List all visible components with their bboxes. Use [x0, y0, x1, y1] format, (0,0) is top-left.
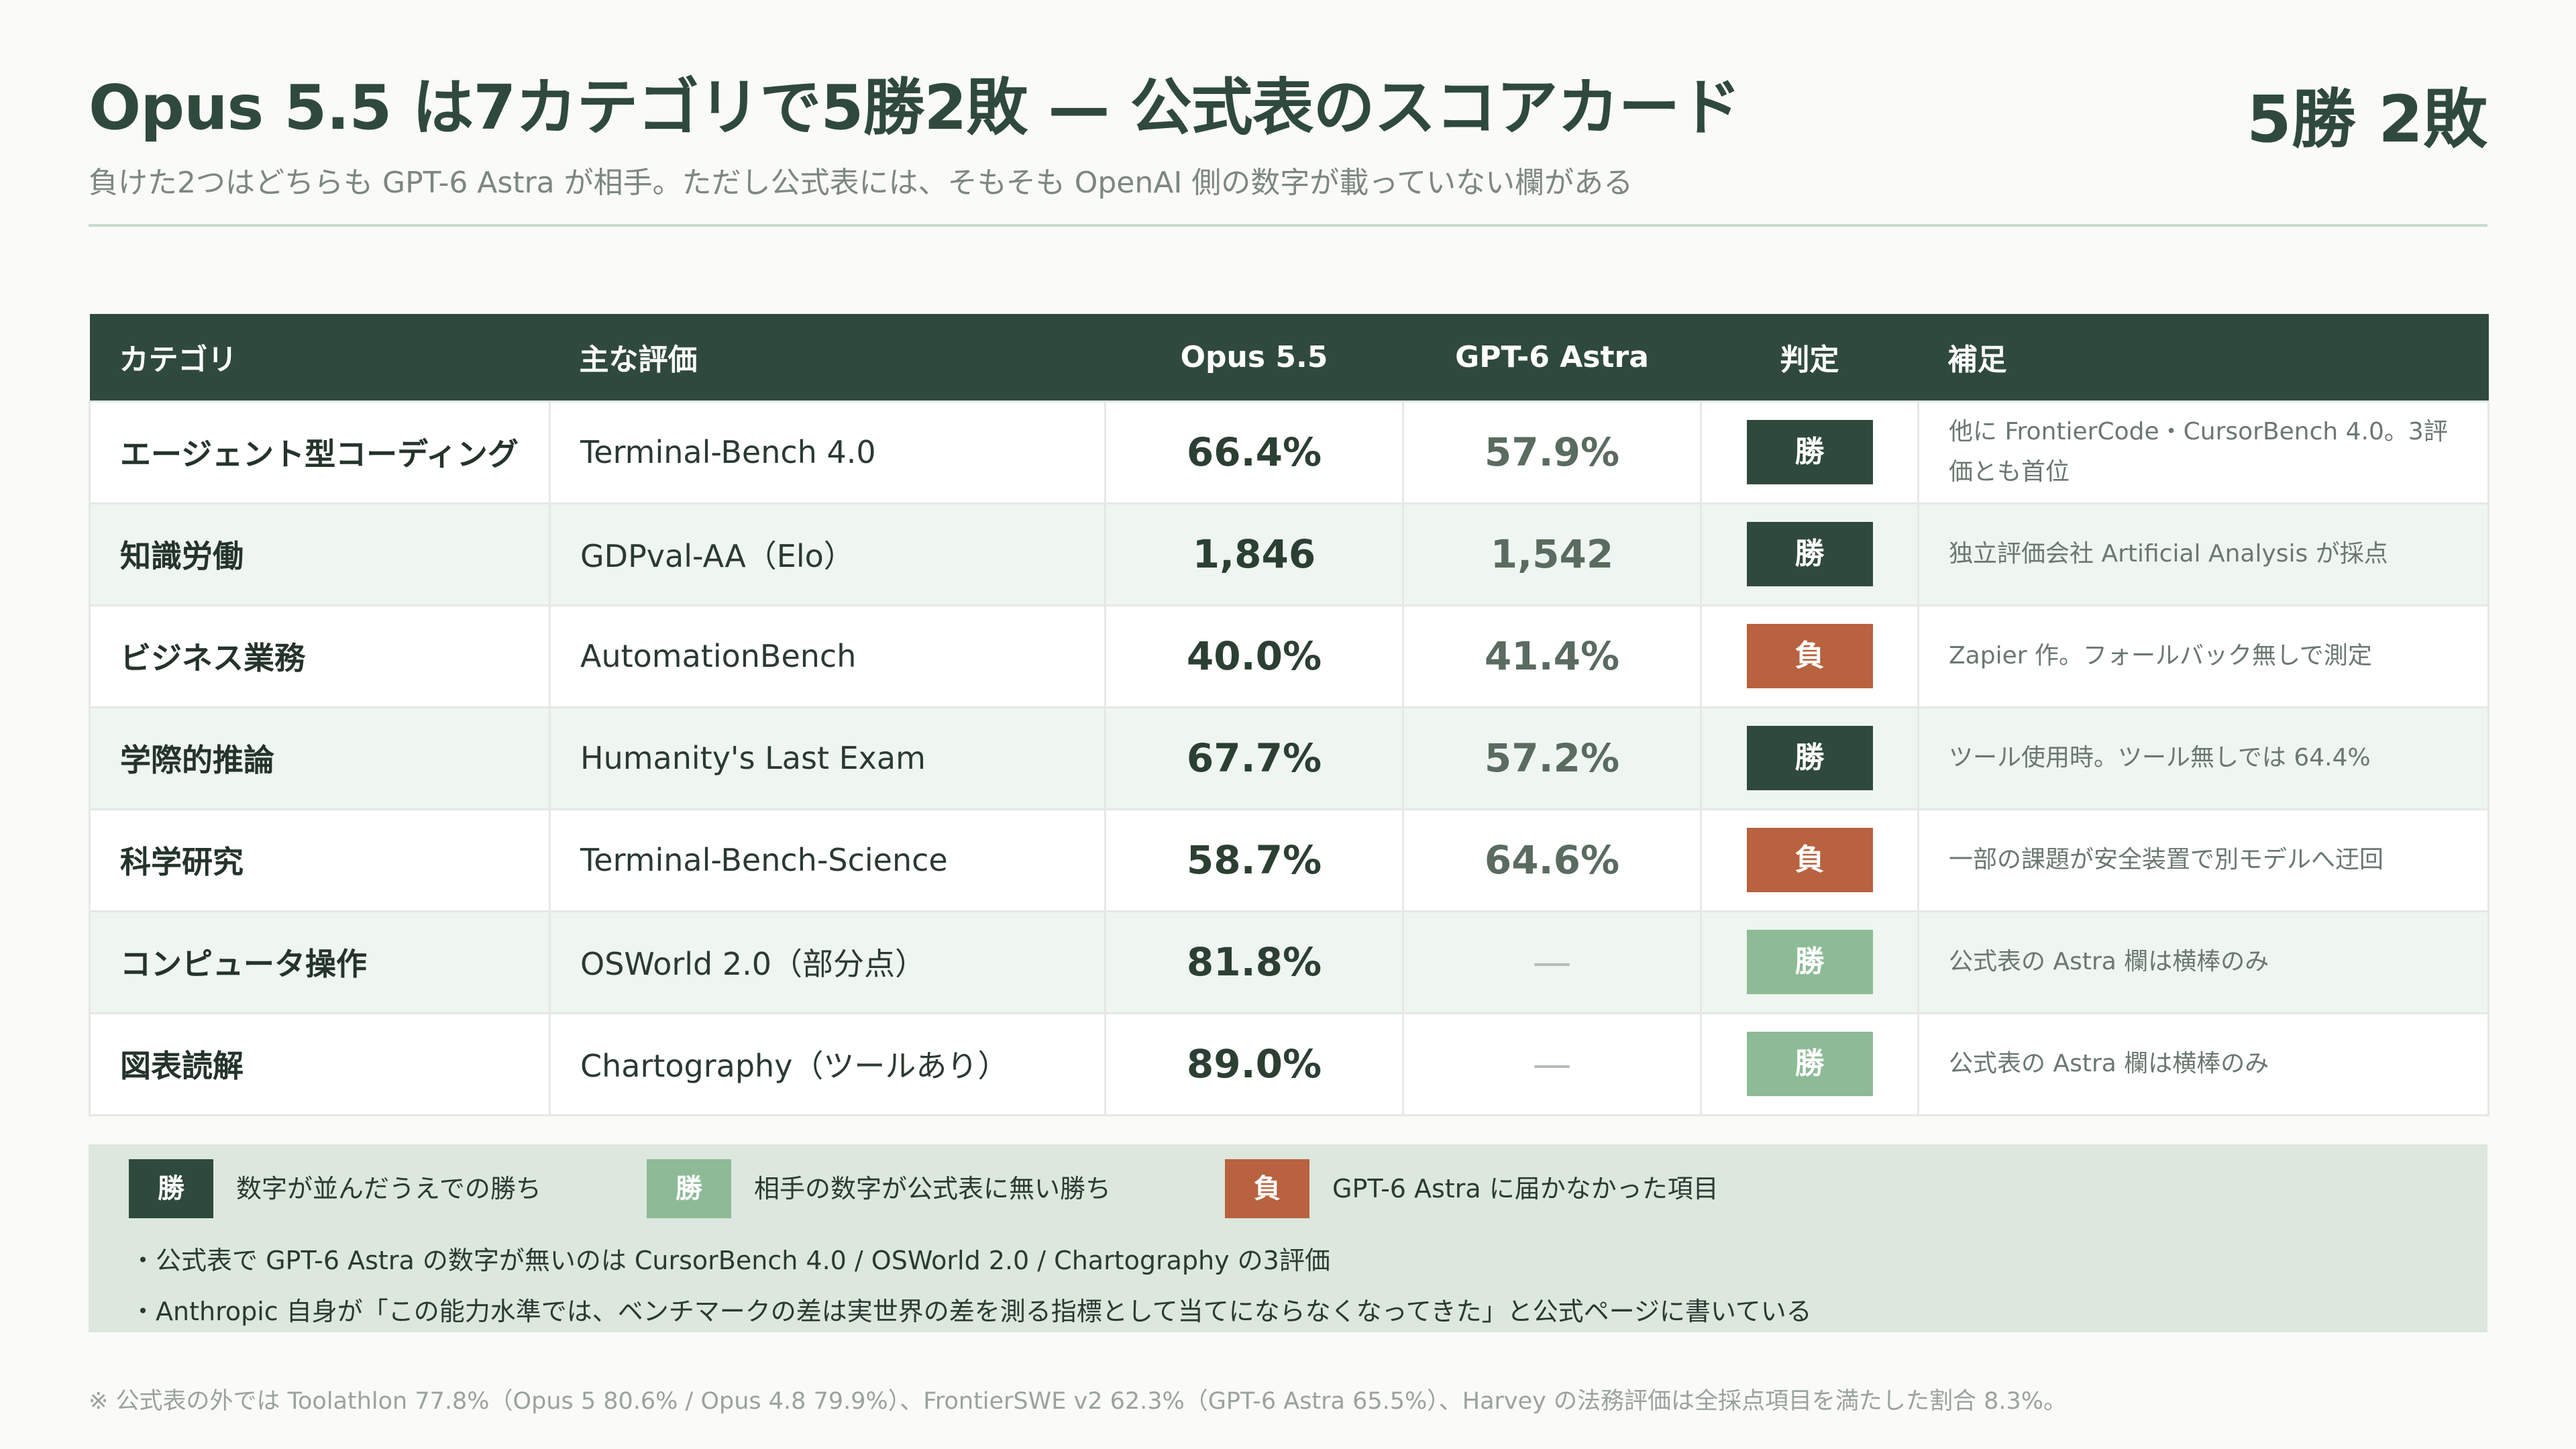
row-benchmark: Humanity's Last Exam: [549, 706, 1106, 810]
row-note: 独立評価会社 Artificial Analysis が採点: [1917, 502, 2489, 606]
row-benchmark: Terminal-Bench-Science: [549, 808, 1106, 912]
row-category: 図表読解: [89, 1012, 551, 1116]
legend-note-2: ・Anthropic 自身が「この能力水準では、ベンチマークの差は実世界の差を測…: [130, 1297, 1812, 1326]
row-opus-score: 89.0%: [1104, 1012, 1404, 1116]
result-badge: 勝: [1746, 522, 1873, 586]
row-opus-score: 67.7%: [1104, 706, 1404, 810]
table-row: ビジネス業務 AutomationBench 40.0% 41.4% 負 Zapier 作…: [89, 604, 2489, 708]
row-result-cell: 勝: [1700, 400, 1919, 504]
result-badge: 勝: [1746, 420, 1873, 484]
table-body: エージェント型コーディング Terminal-Bench 4.0 66.4% 57.9…: [89, 400, 2489, 1116]
row-astra-score: 57.2%: [1402, 706, 1702, 810]
row-astra-score: 57.9%: [1402, 400, 1702, 504]
row-opus-score: 66.4%: [1104, 400, 1404, 504]
row-result-cell: 勝: [1700, 1012, 1919, 1116]
footnote: ※ 公式表の外では Toolathlon 77.8%（Opus 5 80.6% …: [89, 1388, 2068, 1415]
column-header-astra: GPT-6 Astra: [1403, 314, 1701, 401]
row-note: Zapier 作。フォールバック無しで測定: [1917, 604, 2489, 708]
page-subtitle: 負けた2つはどちらも GPT-6 Astra が相手。ただし公式表には、そもそも…: [89, 166, 1633, 200]
legend-label: 数字が並んだうえでの勝ち: [236, 1174, 541, 1203]
table-row: 図表読解 Chartography（ツールあり） 89.0% — 勝公式表の Astra…: [89, 1012, 2489, 1116]
table-header-row: カテゴリ 主な評価 Opus 5.5 GPT-6 Astra 判定 補足: [89, 314, 2489, 401]
row-benchmark: Terminal-Bench 4.0: [549, 400, 1106, 504]
row-astra-score: —: [1402, 910, 1702, 1014]
row-result-cell: 勝: [1700, 910, 1919, 1014]
result-badge: 負: [1746, 828, 1873, 892]
row-astra-score: —: [1402, 1012, 1702, 1116]
overall-score: 5勝 2敗: [2246, 82, 2487, 157]
column-header-benchmark: 主な評価: [549, 314, 1106, 401]
row-note: 他に FrontierCode・CursorBench 4.0。3評価とも首位: [1917, 400, 2489, 504]
legend-label: GPT-6 Astra に届かなかった項目: [1332, 1174, 1719, 1203]
row-benchmark: Chartography（ツールあり）: [549, 1012, 1106, 1116]
row-note: 公式表の Astra 欄は横棒のみ: [1917, 910, 2489, 1014]
row-astra-score: 64.6%: [1402, 808, 1702, 912]
column-header-note: 補足: [1918, 314, 2489, 401]
column-header-category: カテゴリ: [89, 314, 550, 401]
row-note: 公式表の Astra 欄は横棒のみ: [1917, 1012, 2489, 1116]
row-category: コンピュータ操作: [89, 910, 551, 1014]
row-category: 学際的推論: [89, 706, 551, 810]
row-benchmark: AutomationBench: [549, 604, 1106, 708]
column-header-result: 判定: [1701, 314, 1919, 401]
row-category: 科学研究: [89, 808, 551, 912]
row-category: ビジネス業務: [89, 604, 551, 708]
legend-label: 相手の数字が公式表に無い勝ち: [754, 1174, 1112, 1203]
row-opus-score: 1,846: [1104, 502, 1404, 606]
row-result-cell: 負: [1700, 808, 1919, 912]
row-astra-score: 1,542: [1402, 502, 1702, 606]
scorecard-table: カテゴリ 主な評価 Opus 5.5 GPT-6 Astra 判定 補足 エージ…: [89, 314, 2489, 1116]
column-header-opus: Opus 5.5: [1105, 314, 1403, 401]
row-result-cell: 勝: [1700, 502, 1919, 606]
result-badge: 負: [1746, 624, 1873, 688]
row-opus-score: 58.7%: [1104, 808, 1404, 912]
result-badge: 勝: [1746, 930, 1873, 994]
row-result-cell: 負: [1700, 604, 1919, 708]
table-row: 知識労働 GDPval-AA（Elo） 1,846 1,542 勝独立評価会社 Arti…: [89, 502, 2489, 606]
row-note: 一部の課題が安全装置で別モデルへ迂回: [1917, 808, 2489, 912]
result-badge: 勝: [1746, 1032, 1873, 1096]
row-category: 知識労働: [89, 502, 551, 606]
row-category: エージェント型コーディング: [89, 400, 551, 504]
row-opus-score: 81.8%: [1104, 910, 1404, 1014]
page-title: Opus 5.5 は7カテゴリで5勝2敗 — 公式表のスコアカード: [89, 72, 1741, 144]
row-astra-score: 41.4%: [1402, 604, 1702, 708]
row-benchmark: OSWorld 2.0（部分点）: [549, 910, 1106, 1014]
row-result-cell: 勝: [1700, 706, 1919, 810]
legend-badge: 負: [1225, 1159, 1309, 1218]
table-row: 学際的推論 Humanity's Last Exam 67.7% 57.2% 勝ツール使…: [89, 706, 2489, 810]
row-benchmark: GDPval-AA（Elo）: [549, 502, 1106, 606]
row-note: ツール使用時。ツール無しでは 64.4%: [1917, 706, 2489, 810]
table-row: コンピュータ操作 OSWorld 2.0（部分点） 81.8% — 勝公式表の Astr…: [89, 910, 2489, 1014]
header-divider: [89, 224, 2487, 227]
table-row: エージェント型コーディング Terminal-Bench 4.0 66.4% 57.9…: [89, 400, 2489, 504]
legend-badge: 勝: [647, 1159, 731, 1218]
result-badge: 勝: [1746, 726, 1873, 790]
table-row: 科学研究 Terminal-Bench-Science 58.7% 64.6% 負一部の…: [89, 808, 2489, 912]
legend-panel: 勝数字が並んだうえでの勝ち勝相手の数字が公式表に無い勝ち負 GPT-6 Astra…: [89, 1144, 2487, 1332]
row-opus-score: 40.0%: [1104, 604, 1404, 708]
legend-badge: 勝: [129, 1159, 213, 1218]
legend-note-1: ・公式表で GPT-6 Astra の数字が無いのは CursorBench 4…: [130, 1246, 1330, 1275]
